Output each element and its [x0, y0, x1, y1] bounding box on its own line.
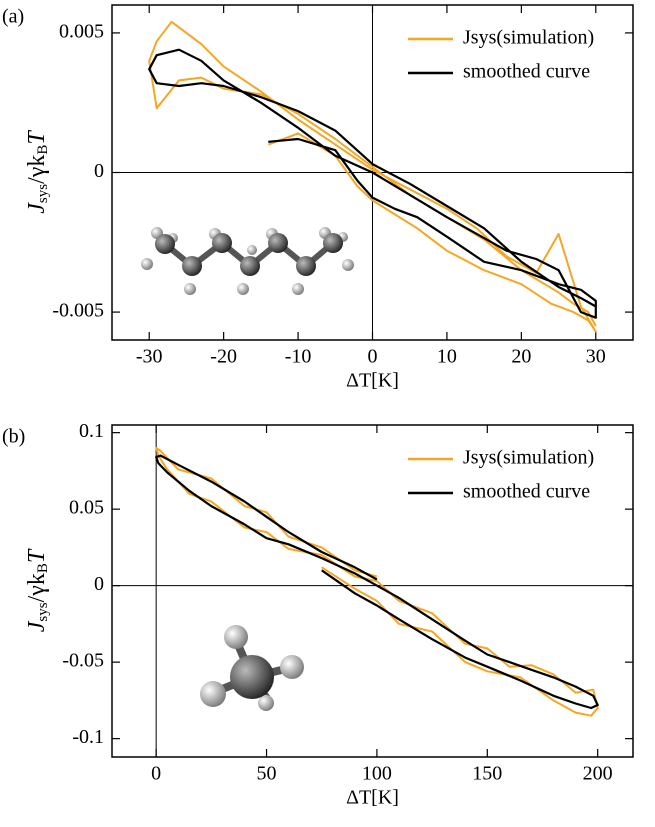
y-tick-label: 0.1 — [79, 420, 104, 442]
y-axis-label-part: T — [24, 130, 50, 145]
panel-label: (a) — [2, 6, 24, 28]
legend-label: smoothed curve — [463, 61, 590, 83]
x-tick-label: 0 — [151, 763, 161, 785]
y-tick-label: -0.005 — [52, 300, 104, 322]
y-axis-label-part: B — [35, 563, 51, 573]
x-tick-label: 0 — [368, 346, 378, 368]
legend-label: Jsys(simulation) — [463, 27, 594, 49]
x-tick-label: 200 — [583, 763, 613, 785]
y-axis-label-part: sys — [35, 602, 51, 621]
y-axis-label-part: J — [24, 620, 50, 632]
legend-label: smoothed curve — [463, 481, 590, 503]
x-tick-label: 30 — [586, 346, 606, 368]
x-tick-label: 150 — [472, 763, 502, 785]
x-tick-label: 100 — [362, 763, 392, 785]
x-axis-label: ΔT[K] — [346, 370, 399, 392]
x-tick-label: -30 — [136, 346, 163, 368]
y-tick-label: -0.05 — [62, 650, 104, 672]
molecule-hexane — [141, 227, 354, 295]
plot-frame — [111, 4, 634, 341]
panel-label: (b) — [2, 426, 25, 448]
y-tick-label: 0.005 — [59, 21, 104, 43]
data-line — [148, 20, 597, 333]
x-tick-label: 20 — [511, 346, 531, 368]
y-axis-label-part: T — [24, 548, 50, 563]
y-tick-label: 0 — [94, 573, 104, 595]
y-axis-label-part: /γk — [24, 573, 50, 602]
legend-label: Jsys(simulation) — [463, 447, 594, 469]
y-tick-label: 0 — [94, 160, 104, 182]
x-axis-label: ΔT[K] — [346, 787, 399, 809]
panel: (b) 0 50 100 150 200 -0.1 -0.05 0 0.05 0.1 Jsys(sim… — [2, 420, 634, 809]
y-axis-label: Jsys/γkBT — [24, 548, 52, 632]
x-tick-label: -20 — [210, 346, 237, 368]
data-line — [148, 48, 597, 319]
y-axis-label-part: J — [24, 202, 50, 214]
panel: (a) -30 -20 -10 0 10 20 30 -0.005 0 0.005 Jsys(simu… — [2, 4, 634, 392]
y-tick-label: -0.1 — [72, 726, 104, 748]
data-line — [155, 454, 599, 710]
y-axis-label-part: sys — [35, 184, 51, 203]
plot-frame — [111, 424, 634, 758]
y-tick-label: 0.05 — [69, 497, 104, 519]
x-tick-label: 10 — [437, 346, 457, 368]
molecule-methane — [200, 625, 304, 711]
y-axis-label-part: /γk — [24, 155, 50, 184]
y-axis-label-part: B — [35, 145, 51, 155]
y-axis-label: Jsys/γkBT — [24, 130, 52, 214]
x-tick-label: -10 — [285, 346, 312, 368]
x-tick-label: 50 — [257, 763, 277, 785]
